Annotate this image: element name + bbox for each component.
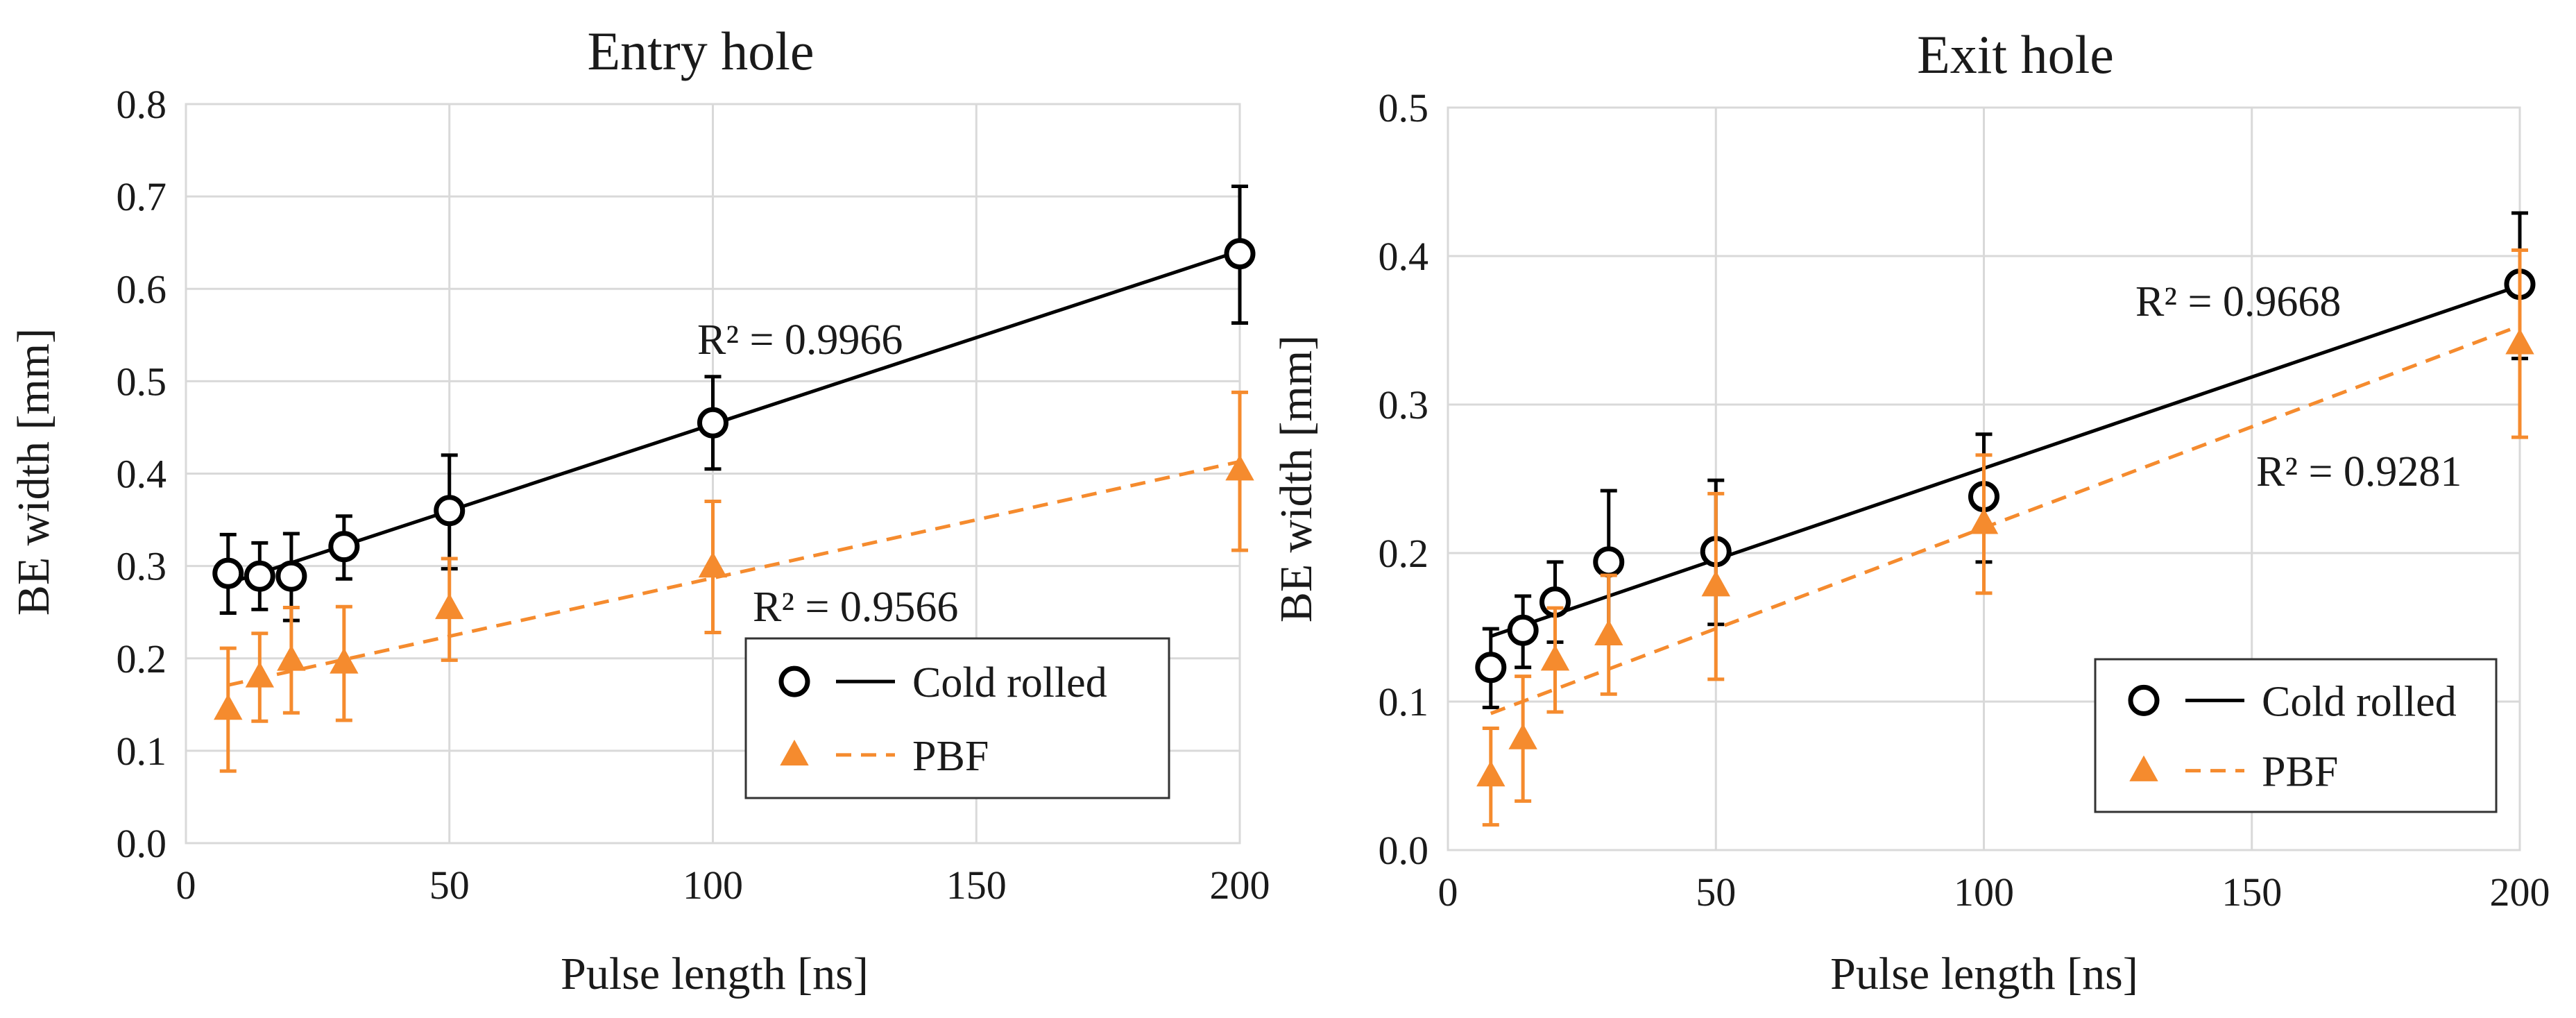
data-point xyxy=(277,645,306,671)
legend-label-cold-rolled: Cold rolled xyxy=(912,659,1107,706)
x-tick-label: 200 xyxy=(2490,869,2550,915)
y-axis-label: BE width [mm] xyxy=(1271,335,1322,622)
chart-title: Entry hole xyxy=(587,21,814,81)
r2-label-cold-rolled: R² = 0.9668 xyxy=(2135,278,2341,325)
y-tick-label: 0.3 xyxy=(1379,382,1429,427)
y-axis-label: BE width [mm] xyxy=(8,328,59,616)
data-point xyxy=(245,661,275,688)
y-tick-label: 0.4 xyxy=(117,452,167,497)
y-tick-label: 0.8 xyxy=(117,82,167,127)
legend-marker xyxy=(2129,755,2158,781)
data-point xyxy=(1969,508,1999,534)
legend-marker xyxy=(778,665,810,697)
y-tick-label: 0.0 xyxy=(1379,828,1429,873)
x-tick-label: 200 xyxy=(1210,863,1270,908)
legend-label-cold-rolled: Cold rolled xyxy=(2262,678,2457,725)
data-point xyxy=(1508,723,1537,749)
data-point xyxy=(1225,455,1254,481)
x-tick-label: 50 xyxy=(1696,869,1736,915)
data-point xyxy=(212,557,244,589)
data-point xyxy=(434,495,466,527)
series-cold-rolled xyxy=(212,184,1256,622)
data-point xyxy=(1507,614,1539,646)
chart-title: Exit hole xyxy=(1917,24,2114,85)
data-point xyxy=(275,560,307,592)
x-tick-label: 0 xyxy=(1438,869,1458,915)
y-tick-label: 0.5 xyxy=(1379,85,1429,130)
trendline xyxy=(1490,324,2520,715)
data-point xyxy=(1540,645,1570,671)
data-point xyxy=(214,693,243,720)
y-tick-label: 0.1 xyxy=(1379,679,1429,724)
x-tick-label: 100 xyxy=(683,863,743,908)
plot-area xyxy=(1447,106,2521,851)
r2-label-pbf: R² = 0.9281 xyxy=(2256,448,2462,495)
x-tick-label: 0 xyxy=(176,863,196,908)
legend-box xyxy=(744,637,1170,799)
legend-marker xyxy=(780,739,809,766)
data-point xyxy=(1594,619,1623,645)
y-tick-label: 0.2 xyxy=(117,636,167,681)
x-tick-label: 150 xyxy=(946,863,1007,908)
series-pbf xyxy=(1476,248,2534,827)
trendline xyxy=(227,249,1240,586)
legend xyxy=(2094,658,2498,813)
y-tick-label: 0.5 xyxy=(117,359,167,404)
trendline xyxy=(1490,284,2520,638)
exit-hole-chart: Exit hole Pulse length [ns] BE width [mm… xyxy=(1271,24,2550,999)
r2-label-cold-rolled: R² = 0.9966 xyxy=(697,316,903,364)
data-point xyxy=(435,593,464,620)
entry-hole-chart: Entry hole Pulse length [ns] BE width [m… xyxy=(8,21,1270,999)
y-tick-label: 0.2 xyxy=(1379,531,1429,576)
data-point xyxy=(697,407,728,439)
data-point xyxy=(698,551,728,578)
data-point xyxy=(328,531,360,563)
data-point xyxy=(330,647,359,674)
y-tick-label: 0.0 xyxy=(117,821,167,866)
r2-label-pbf: R² = 0.9566 xyxy=(753,584,958,631)
legend-label-pbf: PBF xyxy=(912,733,989,780)
x-axis-label: Pulse length [ns] xyxy=(1830,949,2138,999)
x-tick-label: 100 xyxy=(1954,869,2014,915)
y-tick-label: 0.7 xyxy=(117,174,167,219)
legend-box xyxy=(2094,658,2498,813)
data-point xyxy=(2505,328,2534,355)
legend-label-pbf: PBF xyxy=(2262,749,2338,796)
legend-marker xyxy=(2128,684,2160,716)
data-point xyxy=(1476,760,1505,787)
gridlines xyxy=(1447,106,2521,851)
data-point xyxy=(1593,546,1625,578)
x-tick-label: 50 xyxy=(429,863,470,908)
trendline xyxy=(228,459,1240,687)
data-point xyxy=(1224,238,1256,270)
y-tick-label: 0.1 xyxy=(117,729,167,774)
y-tick-label: 0.6 xyxy=(117,266,167,312)
data-point xyxy=(244,560,275,592)
legend xyxy=(744,637,1170,799)
y-tick-label: 0.4 xyxy=(1379,234,1429,279)
series-pbf xyxy=(214,390,1254,773)
data-point xyxy=(1475,652,1507,684)
x-tick-label: 150 xyxy=(2221,869,2282,915)
data-point xyxy=(1701,570,1730,597)
y-tick-label: 0.3 xyxy=(117,544,167,589)
x-axis-label: Pulse length [ns] xyxy=(561,949,869,999)
